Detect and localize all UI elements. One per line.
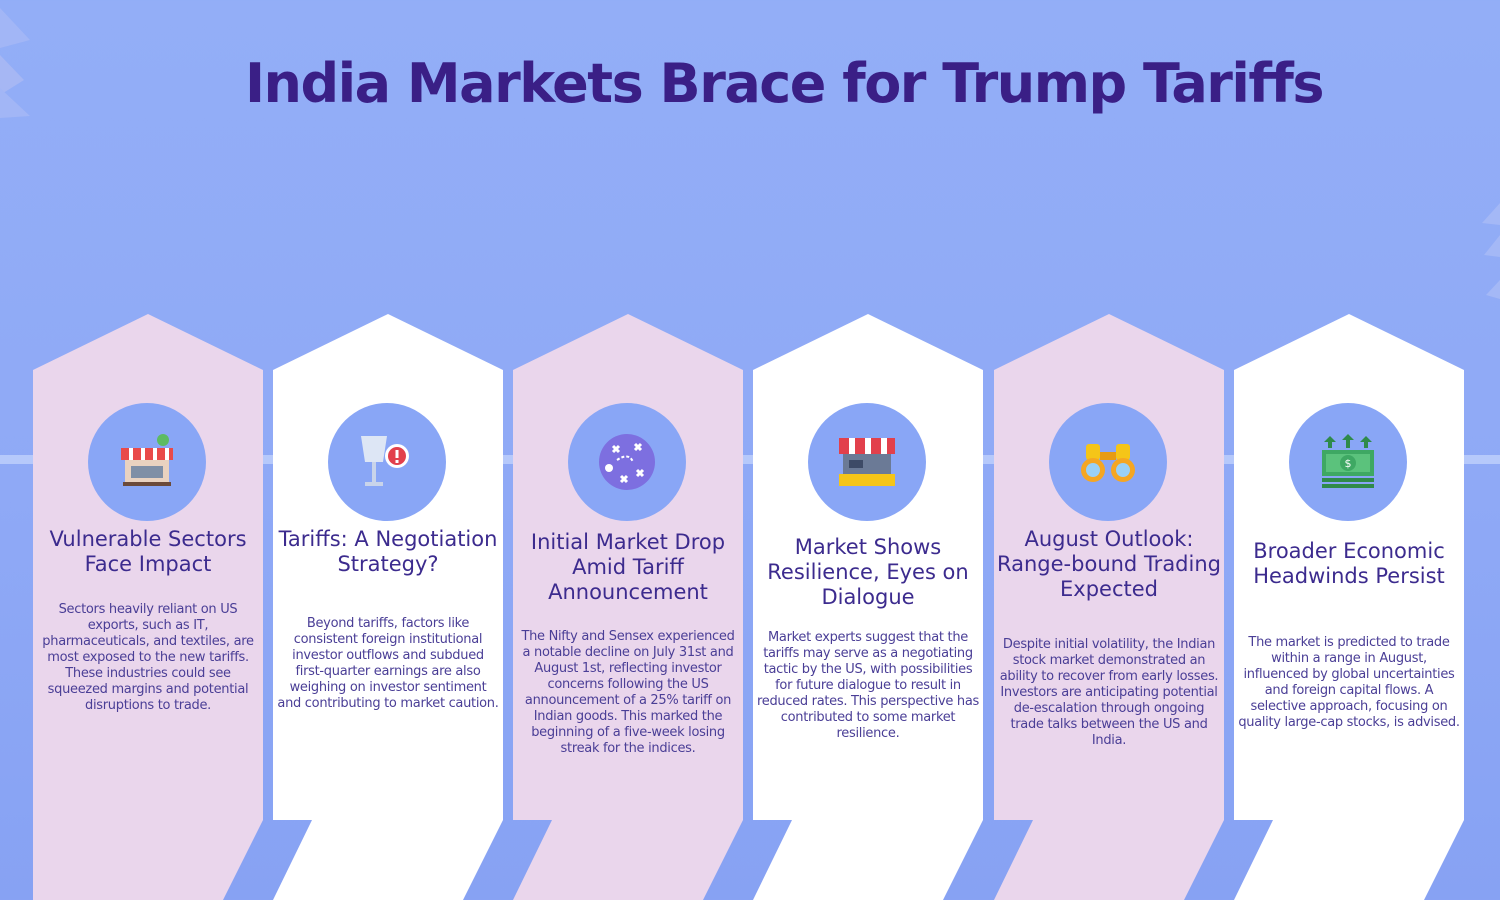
step-card-5: August Outlook: Range-bound Trading Expe…: [993, 312, 1225, 900]
corner-decoration-right: [1482, 203, 1500, 299]
card-description: Market experts suggest that the tariffs …: [757, 630, 979, 741]
card-arrow-shape: [1234, 314, 1464, 900]
card-title: Tariffs: A Negotiation Strategy?: [278, 527, 498, 576]
card-arrow-shape: [513, 314, 743, 900]
card-description: Despite initial volatility, the Indian s…: [999, 637, 1219, 748]
card-title: Broader Economic Headwinds Persist: [1253, 539, 1445, 588]
timeline-connector: [0, 455, 1500, 464]
card-description: Sectors heavily reliant on US exports, s…: [42, 602, 254, 713]
card-title: Vulnerable Sectors Face Impact: [49, 527, 247, 576]
card-title: August Outlook: Range-bound Trading Expe…: [997, 527, 1221, 601]
card-description: The Nifty and Sensex experienced a notab…: [521, 629, 735, 756]
svg-text:$: $: [1345, 457, 1352, 470]
card-arrow-shape: [273, 314, 503, 900]
binoculars-icon: [1081, 444, 1135, 482]
card-arrow-shape: [994, 314, 1224, 900]
card-title: Market Shows Resilience, Eyes on Dialogu…: [767, 535, 969, 609]
icon-circle: [1049, 403, 1167, 521]
strategy-plan-icon: [599, 434, 655, 490]
card-description: Beyond tariffs, factors like consistent …: [277, 616, 499, 711]
page-title: India Markets Brace for Trump Tariffs: [244, 52, 1325, 115]
shop-counter-icon: [839, 438, 895, 486]
step-card-4: Market Shows Resilience, Eyes on Dialogu…: [752, 312, 984, 900]
icon-circle: [328, 403, 446, 521]
market-stall-icon: [121, 434, 173, 486]
step-card-6: $ Broader Economic Headwinds Persist The…: [1233, 312, 1465, 900]
money-growth-icon: $: [1322, 434, 1374, 488]
icon-circle: $: [1289, 403, 1407, 521]
icon-circle: [568, 403, 686, 521]
step-card-1: Vulnerable Sectors Face Impact Sectors h…: [32, 312, 264, 900]
card-title: Initial Market Drop Amid Tariff Announce…: [530, 530, 726, 604]
step-card-3: Initial Market Drop Amid Tariff Announce…: [512, 312, 744, 900]
icon-circle: [88, 403, 206, 521]
card-arrow-shape: [33, 314, 263, 900]
step-card-2: Tariffs: A Negotiation Strategy? Beyond …: [272, 312, 504, 900]
card-description: The market is predicted to trade within …: [1238, 635, 1460, 730]
card-arrow-shape: [753, 314, 983, 900]
broken-glass-warning-icon: [361, 436, 409, 486]
corner-decoration-left: [0, 8, 30, 118]
icon-circle: [808, 403, 926, 521]
